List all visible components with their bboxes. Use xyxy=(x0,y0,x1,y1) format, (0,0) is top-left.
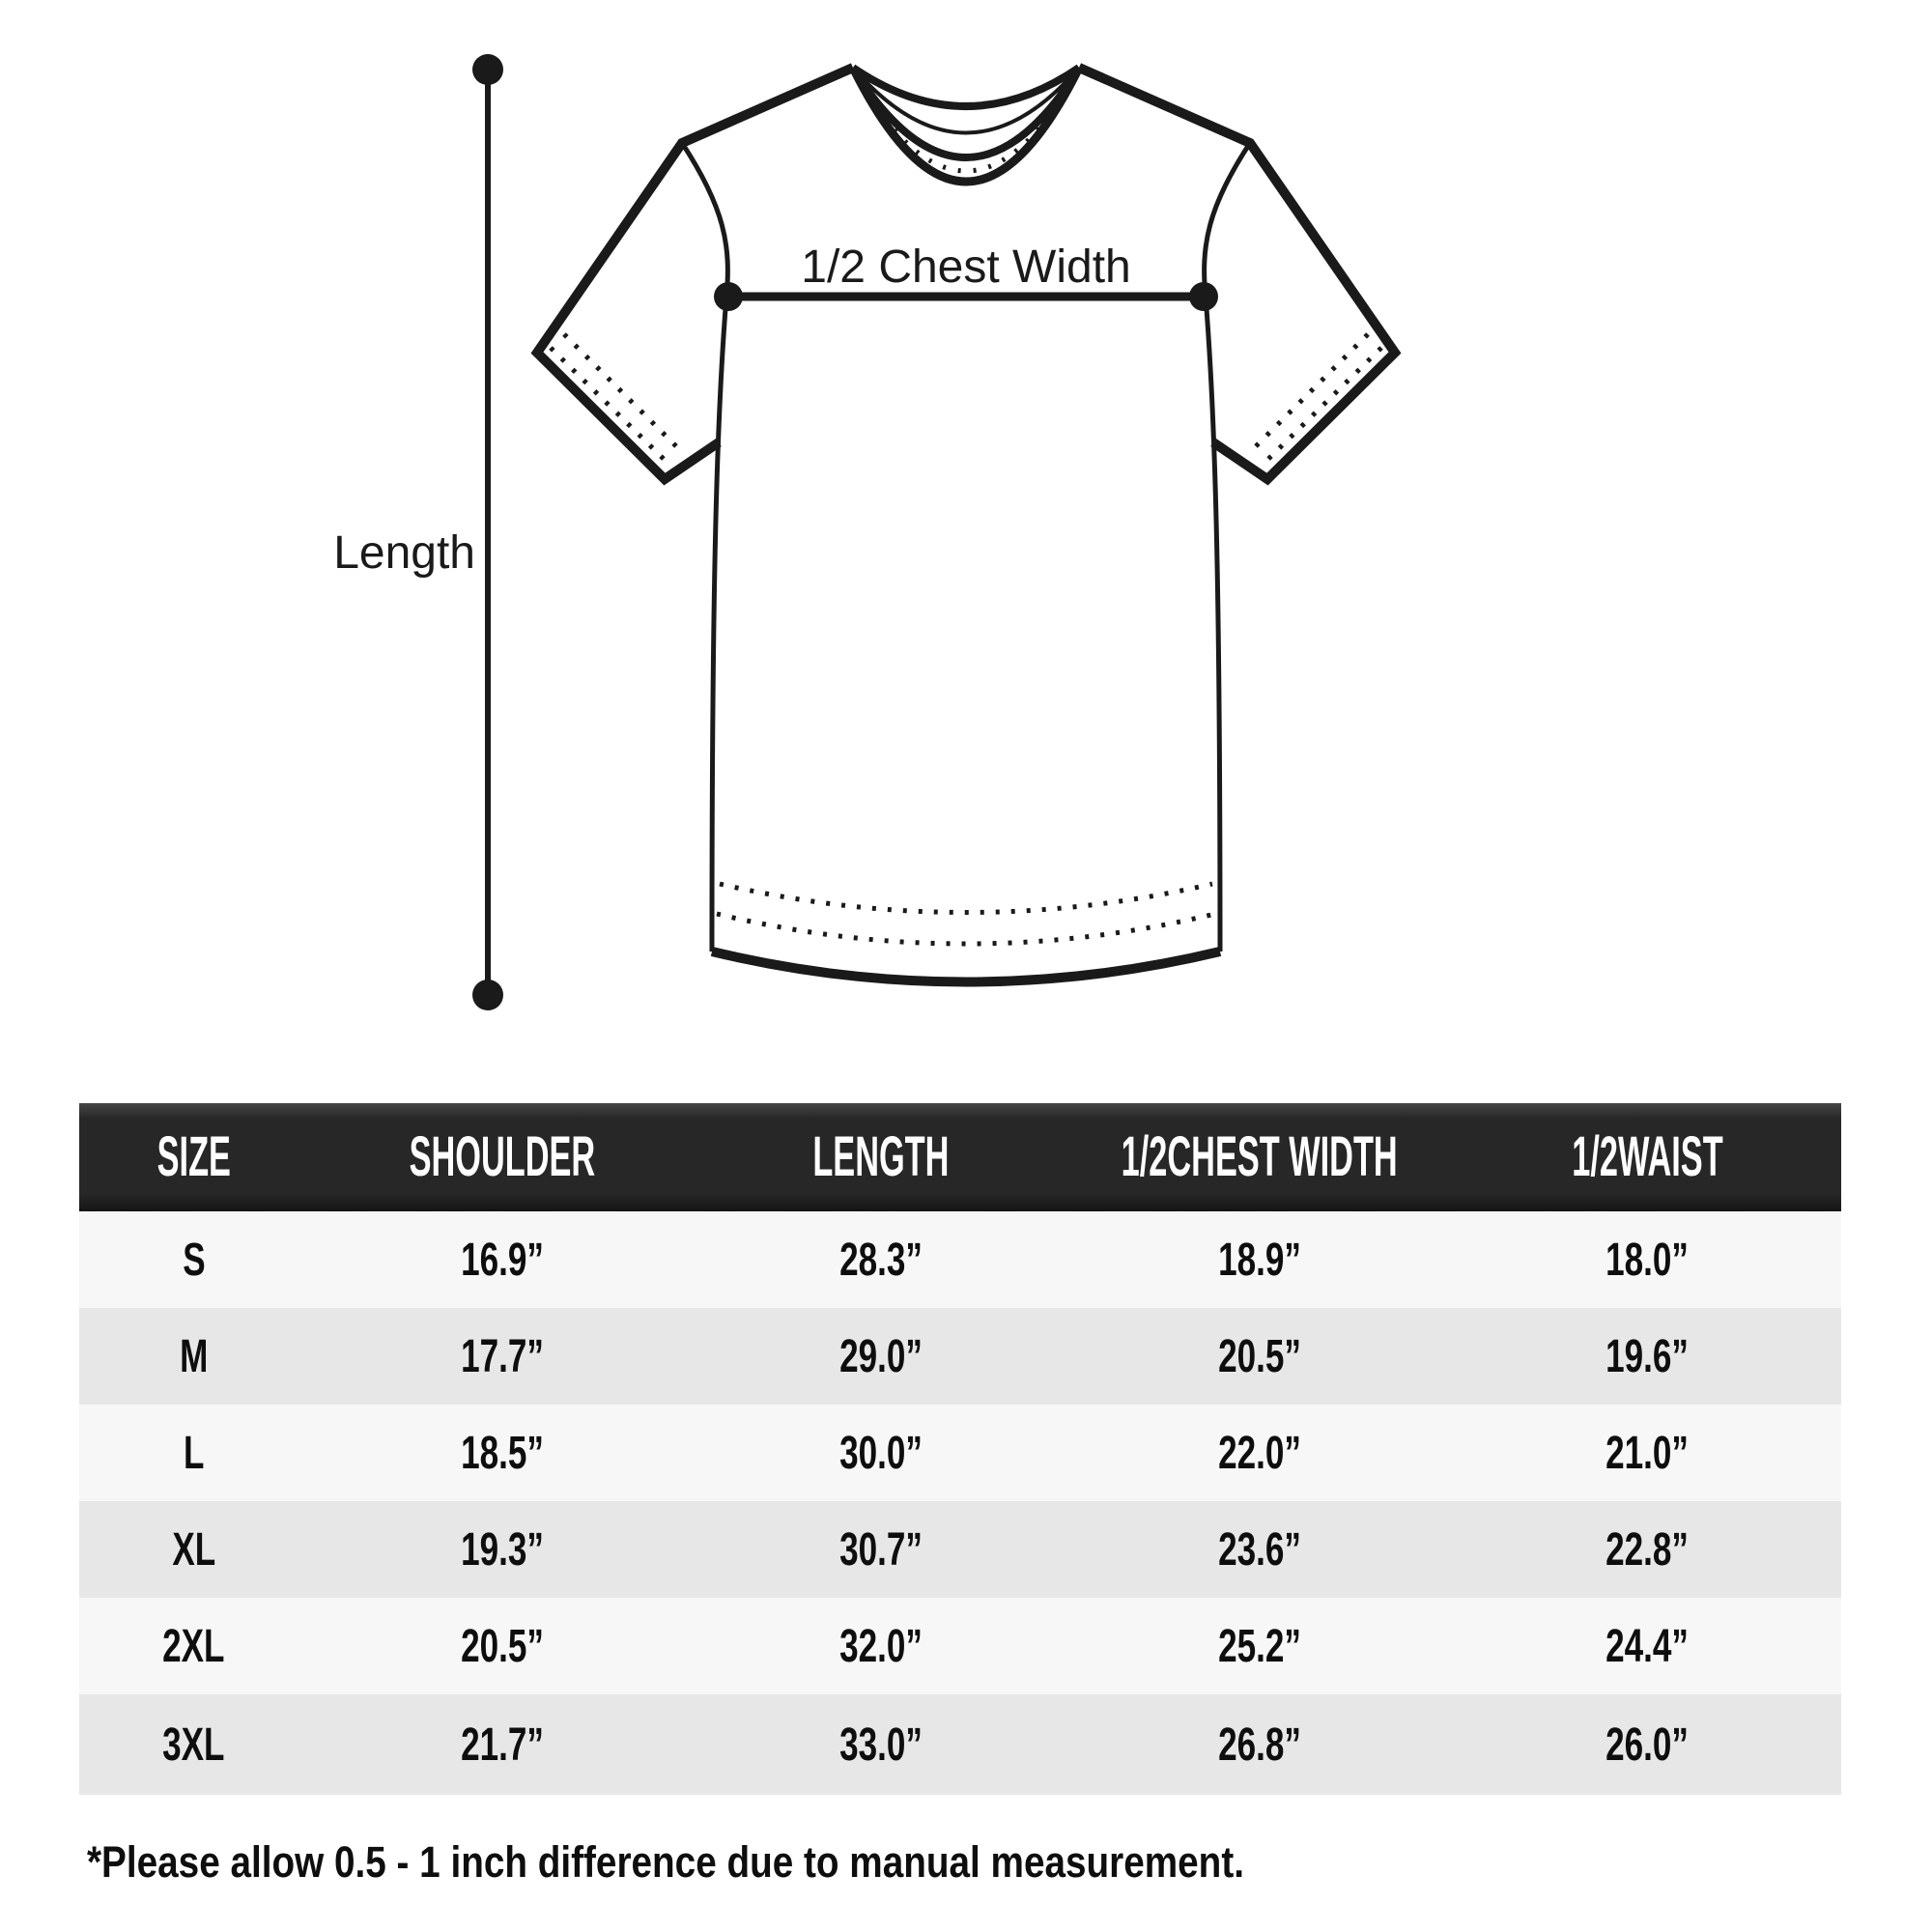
stitching-dotted-lines xyxy=(549,332,1383,947)
length-cell: 29.0” xyxy=(838,1328,923,1382)
left-sleeve-stitching xyxy=(549,346,672,468)
table-row-xl: XL 19.3” 30.7” 23.6” 22.8” xyxy=(79,1501,1841,1598)
chest-cell: 26.8” xyxy=(1218,1717,1301,1771)
length-label: Length xyxy=(333,527,475,579)
table-row-3xl: 3XL 21.7” 33.0” 26.8” 26.0” xyxy=(79,1694,1841,1795)
table-row-l: L 18.5” 30.0” 22.0” 21.0” xyxy=(79,1405,1841,1501)
size-cell: 2XL xyxy=(162,1618,225,1672)
header-length: LENGTH xyxy=(812,1125,950,1189)
right-sleeve-stitching xyxy=(1260,346,1383,468)
chest-cell: 20.5” xyxy=(1218,1328,1301,1382)
chest-width-label: 1/2 Chest Width xyxy=(801,242,1130,293)
waist-cell: 18.0” xyxy=(1605,1232,1690,1286)
waist-cell: 21.0” xyxy=(1605,1425,1690,1479)
shoulder-cell: 17.7” xyxy=(460,1328,544,1382)
header-chest-width: 1/2CHEST WIDTH xyxy=(1122,1125,1399,1189)
collar xyxy=(848,64,1084,186)
shoulder-cell: 19.3” xyxy=(460,1521,544,1576)
shoulder-cell: 16.9” xyxy=(460,1232,544,1286)
header-shoulder: SHOULDER xyxy=(409,1125,596,1189)
waist-cell: 19.6” xyxy=(1605,1328,1690,1382)
length-cell: 32.0” xyxy=(838,1618,923,1672)
shoulder-cell: 20.5” xyxy=(460,1618,544,1672)
chest-cell: 18.9” xyxy=(1218,1232,1301,1286)
table-row-m: M 17.7” 29.0” 20.5” 19.6” xyxy=(79,1308,1841,1405)
waist-cell: 26.0” xyxy=(1605,1717,1690,1771)
size-table-header-row: SIZE SHOULDER LENGTH 1/2CHEST WIDTH 1/2W… xyxy=(79,1103,1841,1211)
length-measure-line xyxy=(472,54,503,1010)
tshirt-diagram: Length 1/2 Chest Width xyxy=(333,54,1402,1010)
length-cell: 33.0” xyxy=(838,1717,923,1771)
measurement-disclaimer: *Please allow 0.5 - 1 inch difference du… xyxy=(87,1837,1244,1887)
chest-cell: 23.6” xyxy=(1218,1521,1301,1576)
size-table: SIZE SHOULDER LENGTH 1/2CHEST WIDTH 1/2W… xyxy=(79,1103,1841,1795)
table-row-2xl: 2XL 20.5” 32.0” 25.2” 24.4” xyxy=(79,1598,1841,1694)
size-cell: M xyxy=(179,1328,209,1382)
waist-cell: 24.4” xyxy=(1605,1618,1690,1672)
size-cell: XL xyxy=(172,1521,215,1576)
header-size: SIZE xyxy=(156,1125,231,1189)
length-cell: 30.0” xyxy=(838,1425,923,1479)
tshirt-outline xyxy=(530,63,1402,987)
size-cell: 3XL xyxy=(162,1717,225,1771)
table-row-s: S 16.9” 28.3” 18.9” 18.0” xyxy=(79,1211,1841,1308)
header-waist: 1/2WAIST xyxy=(1572,1125,1723,1189)
shoulder-cell: 18.5” xyxy=(460,1425,544,1479)
chest-cell: 25.2” xyxy=(1218,1618,1301,1672)
chest-cell: 22.0” xyxy=(1218,1425,1301,1479)
shoulder-cell: 21.7” xyxy=(460,1717,544,1771)
size-cell: L xyxy=(183,1425,205,1479)
size-cell: S xyxy=(182,1232,206,1286)
length-cell: 28.3” xyxy=(838,1232,923,1286)
length-cell: 30.7” xyxy=(838,1521,923,1576)
waist-cell: 22.8” xyxy=(1605,1521,1690,1576)
hem-stitching xyxy=(716,911,1216,947)
